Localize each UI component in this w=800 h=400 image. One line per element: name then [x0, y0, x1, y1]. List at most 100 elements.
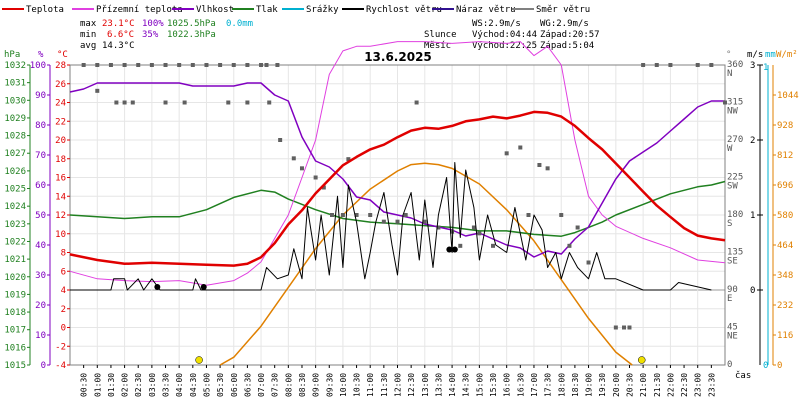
humidity-tick-label: 70: [35, 151, 46, 161]
wind-direction-point: [586, 260, 591, 265]
unit-mm: mm: [765, 50, 776, 60]
x-tick-label: 16:00: [503, 373, 512, 397]
x-tick-label: 23:00: [694, 373, 703, 397]
wind-direction-point: [190, 63, 195, 67]
wind-direction-point: [559, 213, 564, 217]
x-tick-label: 04:00: [175, 373, 184, 397]
x-tick-label: 21:30: [653, 373, 662, 397]
wind-direction-point: [264, 63, 269, 67]
unit-degc: °C: [57, 50, 68, 60]
direction-tick-name: NW: [727, 107, 738, 117]
legend-item-wind-speed: Rychlost větru: [342, 5, 442, 15]
series-layer: [69, 41, 727, 366]
direction-tick-name: N: [727, 69, 732, 79]
legend-item-pressure: Tlak: [232, 5, 278, 15]
wind-direction-point: [267, 100, 272, 105]
wind-direction-point: [414, 100, 419, 105]
wind-direction-point: [204, 63, 209, 67]
legend-label-temperature: Teplota: [26, 5, 64, 15]
temp-tick-label: 16: [55, 174, 66, 184]
wind-gust-point: [200, 284, 207, 290]
avg-label: avg: [80, 41, 96, 51]
legend-item-wind-gust: Náraz větru: [432, 5, 516, 15]
y-axes: 1015101610171018101910201021102210231024…: [4, 60, 798, 371]
temp-tick-label: 22: [55, 117, 66, 127]
legend-label-wind-direction: Směr větru: [536, 5, 590, 15]
x-tick-label: 18:00: [557, 373, 566, 397]
wind-gust-point: [451, 246, 458, 253]
legend-label-humidity: Vlhkost: [196, 5, 234, 15]
moonset: Západ:5:04: [540, 41, 594, 51]
max-temp: 23.1°C: [102, 19, 135, 29]
min-temp: 6.6°C: [107, 30, 134, 40]
humidity-tick-label: 0: [41, 361, 46, 371]
x-tick-label: 06:30: [243, 373, 252, 397]
wind-direction-point: [368, 213, 373, 217]
x-tick-label: 07:30: [271, 373, 280, 397]
humidity-tick-label: 60: [35, 181, 46, 191]
legend-item-temperature: Teplota: [2, 5, 64, 15]
wind-gust-point: [446, 246, 453, 253]
x-tick-label: 13:00: [421, 373, 430, 397]
pressure-tick-label: 1029: [4, 114, 26, 124]
unit-hpa: hPa: [4, 50, 20, 60]
pressure-tick-label: 1032: [4, 61, 26, 71]
solar-tick-label: 928: [777, 121, 793, 131]
temp-tick-label: 20: [55, 136, 66, 146]
direction-tick-name: S: [727, 219, 732, 229]
x-tick-label: 07:00: [257, 373, 266, 397]
x-tick-label: 16:30: [516, 373, 525, 397]
x-tick-label: 08:00: [284, 373, 293, 397]
x-axis: 00:30 01:00 01:30 02:00 02:30 03:00 03:30 04:00…: [80, 365, 716, 397]
wind-direction-point: [622, 325, 627, 330]
unit-wm2: W/m²: [776, 50, 798, 60]
unit-ms: m/s: [747, 50, 763, 60]
wind-direction-point: [114, 100, 119, 105]
wind-tick-label: 1: [750, 211, 755, 221]
sunrise: Východ:04:44: [472, 30, 537, 40]
humidity-tick-label: 30: [35, 271, 46, 281]
x-tick-label: 19:00: [585, 373, 594, 397]
wind-direction-point: [231, 63, 236, 67]
wind-direction-point: [504, 151, 509, 156]
wind-direction-point: [567, 243, 572, 248]
direction-tick-name: NE: [727, 332, 738, 342]
rain-tick-label: 1: [763, 63, 768, 73]
wind-direction-point: [122, 63, 127, 67]
wind-direction-point: [709, 63, 714, 67]
wind-direction-point: [81, 63, 86, 67]
wind-tick-label: 3: [750, 61, 755, 71]
wind-direction-point: [477, 231, 482, 236]
series-pressure: [69, 180, 726, 237]
legend-label-ground-temperature: Přízemní teplota: [96, 5, 183, 15]
wind-direction-point: [537, 163, 542, 167]
axis-units: hPa % °C ° m/s mm W/m²: [4, 50, 798, 60]
wind-direction-point: [259, 63, 264, 67]
wind-direction-point: [291, 156, 296, 161]
max-press: 1025.5hPa: [167, 19, 216, 29]
direction-tick-name: SW: [727, 182, 738, 192]
sunrise-marker: [195, 356, 203, 364]
x-tick-label: 02:00: [121, 373, 130, 397]
moonrise: Východ:22:25: [472, 41, 537, 51]
wind-direction-point: [182, 100, 187, 105]
humidity-tick-label: 50: [35, 211, 46, 221]
temp-tick-label: 4: [61, 286, 66, 296]
wind-direction-point: [403, 213, 408, 217]
max-hum: 100%: [142, 19, 164, 29]
unit-pct: %: [38, 50, 44, 60]
pressure-tick-label: 1028: [4, 132, 26, 142]
x-tick-label: 10:00: [339, 373, 348, 397]
legend-item-ground-temperature: Přízemní teplota: [72, 5, 183, 15]
humidity-tick-label: 40: [35, 241, 46, 251]
wind-direction-point: [95, 88, 100, 93]
pressure-tick-label: 1020: [4, 273, 26, 283]
unit-deg: °: [726, 50, 731, 60]
x-tick-label: 05:30: [216, 373, 225, 397]
direction-tick-label: 225: [727, 173, 743, 183]
legend-label-pressure: Tlak: [256, 5, 278, 15]
series-solar-radiation: [219, 162, 633, 366]
temp-tick-label: 2: [61, 305, 66, 315]
solar-tick-label: 580: [777, 211, 793, 221]
